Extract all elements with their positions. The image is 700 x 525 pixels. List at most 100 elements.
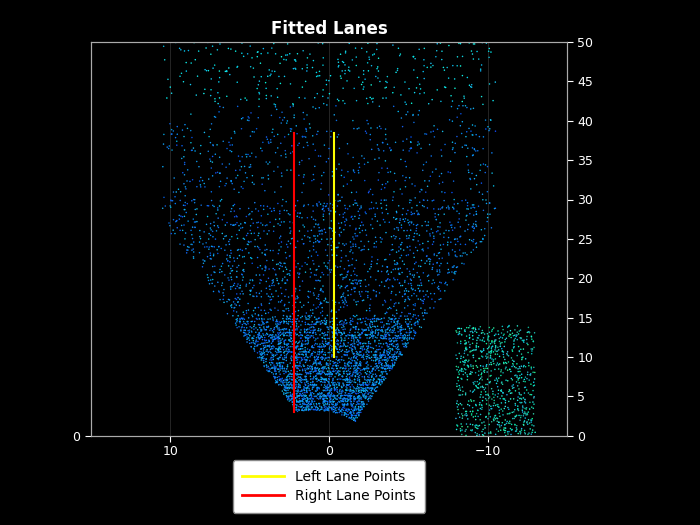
Point xyxy=(282,383,293,392)
Point xyxy=(477,382,488,391)
Point xyxy=(370,387,381,395)
Point xyxy=(378,351,389,360)
Point xyxy=(483,410,494,418)
Point xyxy=(489,346,500,354)
Point xyxy=(317,399,328,407)
Point xyxy=(233,222,244,230)
Point xyxy=(326,307,337,316)
Point xyxy=(368,286,379,295)
Point xyxy=(442,202,454,211)
Point xyxy=(296,339,307,348)
Point xyxy=(167,146,178,154)
Point xyxy=(324,345,335,353)
Point xyxy=(267,350,278,359)
Point xyxy=(330,361,341,370)
Point xyxy=(285,149,296,158)
Point xyxy=(288,370,299,378)
Point xyxy=(323,369,334,377)
Point xyxy=(377,139,388,147)
Point xyxy=(445,221,456,229)
Point xyxy=(300,350,312,359)
Point xyxy=(299,379,310,387)
Point xyxy=(403,320,414,328)
Point xyxy=(229,303,240,312)
Point xyxy=(347,331,358,339)
Point xyxy=(314,300,326,309)
Point xyxy=(256,311,267,320)
Point xyxy=(380,228,391,237)
Point xyxy=(460,427,471,435)
Point xyxy=(302,397,314,406)
Point xyxy=(234,157,246,165)
Point xyxy=(220,232,232,240)
Point xyxy=(461,250,472,259)
Point xyxy=(398,137,409,145)
Point xyxy=(337,395,349,403)
Point xyxy=(360,376,372,384)
Point xyxy=(384,327,395,335)
Point xyxy=(299,386,310,395)
Point xyxy=(419,75,430,83)
Point xyxy=(327,406,338,414)
Point xyxy=(371,379,382,387)
Point xyxy=(254,279,265,287)
Point xyxy=(405,138,416,146)
Point xyxy=(321,101,332,109)
Point xyxy=(274,375,286,383)
Point xyxy=(452,52,463,61)
Point xyxy=(431,259,442,267)
Point xyxy=(452,373,463,382)
Point xyxy=(247,276,258,285)
Point xyxy=(466,169,477,177)
Point xyxy=(326,242,337,250)
Point xyxy=(315,309,326,317)
Point xyxy=(267,256,279,265)
Point xyxy=(468,413,479,421)
Point xyxy=(349,270,360,279)
Point xyxy=(228,185,239,193)
Point xyxy=(187,223,198,232)
Point xyxy=(460,196,471,204)
Point xyxy=(312,200,323,208)
Point xyxy=(523,323,534,332)
Point xyxy=(282,362,293,371)
Point xyxy=(402,321,413,329)
Point xyxy=(482,162,493,171)
Point xyxy=(281,347,292,355)
Point xyxy=(267,313,279,321)
Point xyxy=(300,391,311,400)
Point xyxy=(270,102,281,111)
Point xyxy=(471,410,482,418)
Point xyxy=(466,327,477,335)
Point xyxy=(260,326,272,334)
Point xyxy=(326,364,337,372)
Point xyxy=(295,374,307,383)
Point xyxy=(301,340,312,348)
Point xyxy=(285,80,296,88)
Point xyxy=(446,221,457,229)
Point xyxy=(363,325,374,333)
Point xyxy=(489,336,500,344)
Point xyxy=(381,205,392,214)
Point xyxy=(248,337,259,345)
Point xyxy=(346,332,358,341)
Point xyxy=(347,406,358,415)
Point xyxy=(178,205,190,214)
Point xyxy=(474,379,485,387)
Point xyxy=(316,390,327,398)
Point xyxy=(246,109,257,117)
Point xyxy=(351,311,363,320)
Point xyxy=(292,292,303,300)
Point xyxy=(486,343,497,351)
Point xyxy=(419,130,430,138)
Point xyxy=(393,345,404,354)
Point xyxy=(340,69,351,78)
Point xyxy=(428,238,439,246)
Point xyxy=(232,213,243,221)
Point xyxy=(484,210,496,218)
Point xyxy=(326,364,337,373)
Point xyxy=(389,333,400,342)
Point xyxy=(294,396,305,405)
Point xyxy=(318,386,330,395)
Point xyxy=(309,382,320,390)
